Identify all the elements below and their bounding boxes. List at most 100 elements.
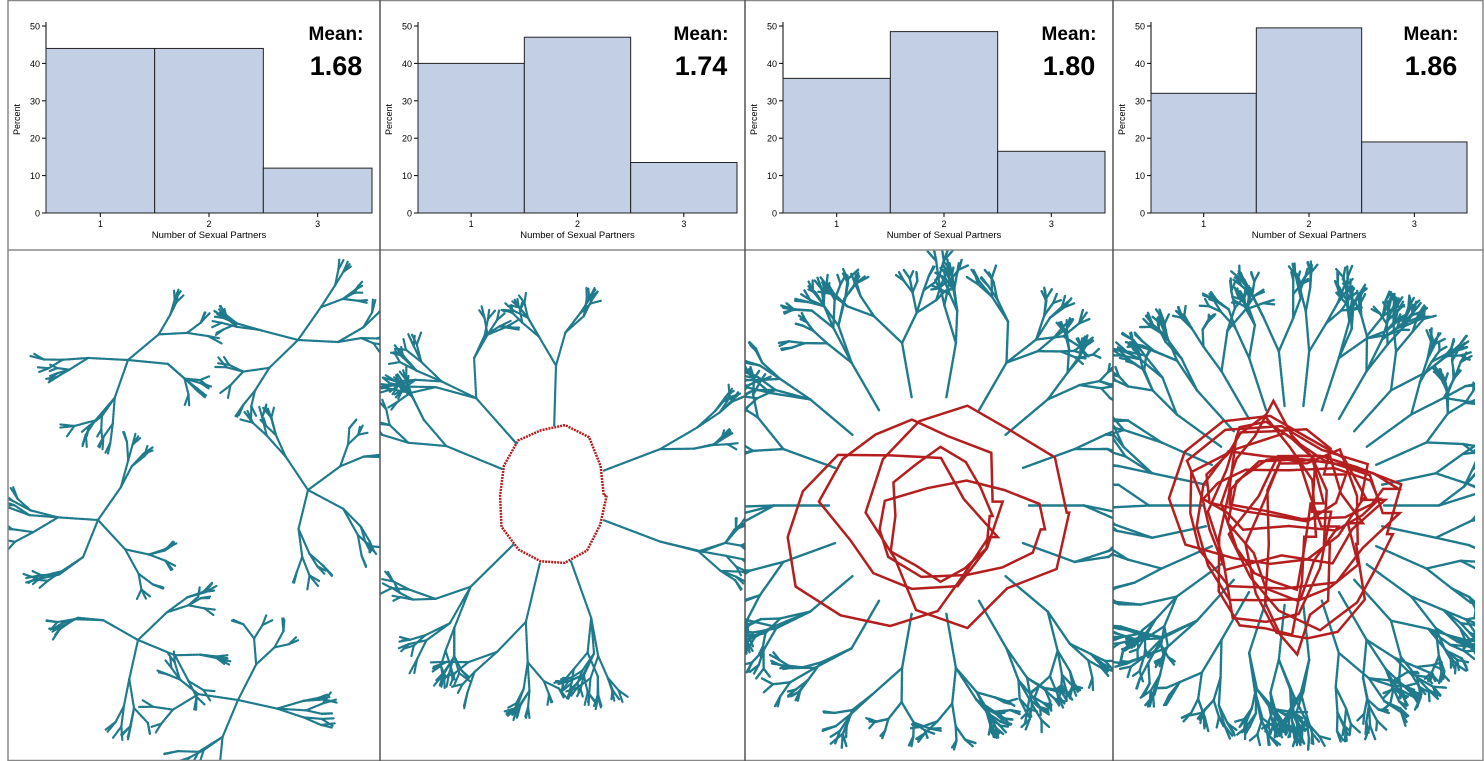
network-edge [1140,339,1156,353]
network-edge [1383,700,1402,710]
network-edge [1005,647,1029,680]
network-edge [1407,693,1418,699]
network-edge [1162,695,1173,707]
network-edge [1337,590,1368,641]
network-edge [993,710,1006,720]
network-edge [1304,310,1311,353]
y-tick-label: 30 [30,96,40,106]
network-edge [56,516,100,522]
network-edge [745,619,748,641]
network-edge [111,396,116,425]
network-edge [1113,373,1121,378]
network-edge [1060,294,1067,308]
network-edge [1400,711,1409,724]
network-edge [829,292,849,308]
network-edge [255,646,276,666]
network-edge [1160,654,1165,665]
network-edge [1170,314,1183,319]
network-edge [1119,625,1138,633]
network-edge [475,397,518,445]
network-graph [8,258,380,761]
network-edge [980,276,990,288]
network-edge [128,638,140,681]
network-edge [745,449,755,454]
network-edge [1365,638,1396,659]
mean-title: Mean: [674,24,729,45]
network-edge [156,669,168,676]
network-edge [1059,349,1076,353]
network-edge [1117,464,1154,475]
mean-value: 1.74 [675,51,728,81]
network-edge [1277,350,1286,408]
network-edge [1310,731,1315,746]
network-edge [776,695,782,708]
network-edge [495,309,501,322]
network-edge [1133,567,1163,584]
network-edge [1411,317,1426,333]
x-tick-label: 3 [1412,219,1417,229]
network-edge [296,338,340,344]
network-edge [16,497,32,512]
network-edge [1426,340,1435,360]
network-edge [415,639,428,661]
network-edge [1472,623,1475,627]
network-edge [141,699,155,708]
network-edge [761,361,782,381]
network-edge [1229,269,1241,280]
network-edge [467,650,499,664]
network-edge [1464,401,1475,406]
network-edge [1138,661,1150,680]
network-edge [745,370,760,379]
network-edge [1118,665,1133,671]
network-edge [196,586,201,598]
network-edge [140,588,152,598]
network-edge [1299,275,1307,292]
bar-3 [1361,141,1468,214]
x-tick-label: 3 [1049,219,1054,229]
network-edge [873,717,890,724]
network-edge [1248,712,1258,728]
network-edge [745,661,754,666]
network-edge [790,342,806,349]
y-tick-label: 50 [402,22,412,32]
network-edge [1302,603,1311,661]
network-edge [222,356,231,366]
network-edge [380,421,391,427]
network-edge [1021,447,1076,470]
cycle-path [1201,466,1383,532]
network-edge [524,562,541,624]
network-edge [1304,286,1312,313]
y-axis-label: Percent [749,103,759,135]
network-edge [1417,685,1423,697]
network-edge [448,585,472,625]
network-edge [356,299,368,304]
network-edge [1334,685,1339,715]
network-edge [1266,732,1271,746]
network-edge [1165,619,1199,650]
network-edge [836,273,842,286]
network-edge [952,288,959,313]
network-edge [546,693,551,706]
network-edge [456,683,464,694]
network-edge [320,717,335,720]
network-edge [1091,353,1103,360]
network-edge [1004,398,1049,436]
network-edge [306,465,342,492]
network-edge [1052,292,1058,305]
network-edge [817,290,832,295]
network-edge [745,388,755,397]
y-tick-label: 40 [767,59,777,69]
network-edge [1334,267,1345,279]
network-edge [393,344,405,358]
network-edge [1337,288,1348,301]
network-edge [301,555,311,577]
network-edge [902,268,912,280]
network-edge [295,555,304,574]
network-edge [431,664,442,673]
network-edge [1201,328,1205,348]
network-edge [1392,296,1398,310]
network-edge [934,278,941,290]
network-edge [316,565,327,572]
network-edge [963,738,978,745]
network-edge [1107,551,1113,559]
